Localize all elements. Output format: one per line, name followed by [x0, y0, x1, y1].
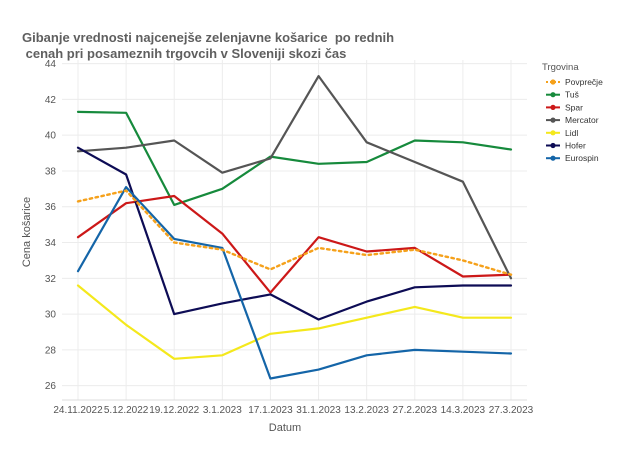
legend-swatch-dot — [550, 92, 556, 98]
legend-swatch-dot — [550, 142, 556, 149]
legend-label: Povprečje — [565, 77, 603, 87]
legend-label: Mercator — [565, 115, 599, 125]
x-axis-title: Datum — [269, 422, 301, 434]
legend-swatch-dot — [550, 117, 556, 123]
series-line-hofer — [76, 146, 513, 321]
series-line-lidl — [76, 284, 513, 360]
series-line-tus — [76, 110, 513, 206]
series-lines — [76, 74, 513, 380]
legend-swatch-dot — [550, 130, 556, 136]
y-tick-label: 44 — [45, 59, 57, 70]
y-tick-label: 30 — [45, 310, 57, 321]
y-tick-label: 26 — [45, 381, 57, 392]
y-tick-label: 28 — [45, 345, 57, 356]
x-tick-label: 13.2.2023 — [344, 405, 389, 416]
x-tick-label: 24.11.2022 — [53, 405, 103, 416]
x-tick-label: 17.1.2023 — [248, 405, 293, 416]
legend-item-tus: Tuš — [546, 90, 579, 100]
series-line-povprecje — [76, 189, 513, 276]
legend-label: Hofer — [565, 141, 586, 151]
chart-title-line-2: cenah pri posameznih trgovcih v Slovenij… — [22, 46, 346, 61]
legend-label: Tuš — [565, 90, 579, 100]
y-tick-label: 38 — [45, 166, 57, 177]
series-line-eurospin — [76, 186, 513, 380]
x-tick-label: 19.12.2022 — [149, 405, 199, 416]
y-tick-label: 36 — [45, 202, 57, 213]
grid — [62, 60, 527, 400]
y-tick-label: 42 — [45, 95, 57, 106]
legend-title: Trgovina — [542, 62, 579, 73]
x-tick-label: 3.1.2023 — [203, 405, 242, 416]
series-line-mercator — [76, 74, 513, 280]
chart-title-line-1: Gibanje vrednosti najcenejše zelenjavne … — [22, 30, 394, 45]
legend-label: Lidl — [565, 128, 578, 138]
legend-item-povprecje: Povprečje — [546, 77, 603, 87]
legend-label: Spar — [565, 102, 583, 112]
legend-swatch-dot — [550, 79, 556, 85]
x-tick-label: 27.3.2023 — [489, 405, 534, 416]
legend-swatch-dot — [550, 104, 556, 110]
legend: Trgovina Povprečje Tuš Spar Mercator Lidl Hof… — [542, 62, 603, 163]
legend-item-hofer: Hofer — [546, 141, 586, 151]
legend-label: Eurospin — [565, 153, 599, 163]
x-tick-label: 27.2.2023 — [393, 405, 438, 416]
legend-swatch-dot — [550, 155, 556, 161]
series-line-spar — [76, 194, 513, 294]
legend-item-eurospin: Eurospin — [546, 153, 599, 163]
x-tick-label: 31.1.2023 — [296, 405, 341, 416]
legend-item-lidl: Lidl — [546, 128, 578, 138]
legend-item-mercator: Mercator — [546, 115, 599, 125]
x-tick-label: 14.3.2023 — [441, 405, 486, 416]
y-tick-label: 32 — [45, 274, 57, 285]
x-tick-label: 5.12.2022 — [104, 405, 149, 416]
y-tick-label: 34 — [45, 238, 57, 249]
legend-item-spar: Spar — [546, 102, 583, 112]
y-axis-title: Cena košarice — [21, 197, 33, 267]
y-tick-label: 40 — [45, 131, 57, 142]
